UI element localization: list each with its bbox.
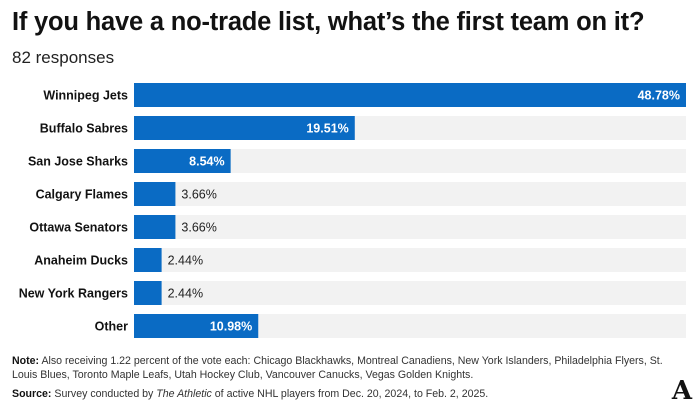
source-publication: The Athletic [156, 388, 212, 400]
chart-source: Source: Survey conducted by The Athletic… [12, 387, 652, 401]
note-text: Also receiving 1.22 percent of the vote … [12, 355, 663, 381]
source-label: Source: [12, 388, 52, 400]
bar [134, 182, 176, 206]
bar-row: Calgary Flames 3.66% [36, 182, 686, 206]
bar-row: Ottawa Senators 3.66% [29, 215, 686, 239]
category-label: San Jose Sharks [28, 155, 128, 169]
bar [134, 83, 686, 107]
note-label: Note: [12, 355, 40, 367]
value-label: 10.98% [210, 320, 252, 334]
bar-row: New York Rangers 2.44% [19, 281, 686, 305]
value-label: 2.44% [168, 287, 203, 301]
chart-subtitle: 82 responses [12, 48, 115, 67]
bar [134, 149, 231, 173]
bar-track [134, 248, 686, 272]
value-label: 19.51% [306, 122, 348, 136]
category-label: Calgary Flames [36, 188, 128, 202]
value-label: 8.54% [189, 155, 224, 169]
source-text-after: of active NHL players from Dec. 20, 2024… [211, 388, 489, 400]
chart-title: If you have a no-trade list, what’s the … [12, 8, 645, 36]
bar-row: Winnipeg Jets 48.78% [43, 83, 686, 107]
source-text-before: Survey conducted by [54, 388, 157, 400]
bar-chart: Winnipeg Jets 48.78% Buffalo Sabres 19.51% S… [19, 83, 686, 338]
category-label: Ottawa Senators [29, 221, 128, 235]
bar-track [134, 182, 686, 206]
bar-track [134, 215, 686, 239]
bar [134, 116, 355, 140]
category-label: Other [95, 320, 128, 334]
bar-track [134, 281, 686, 305]
bar [134, 281, 162, 305]
athletic-logo: A [671, 376, 692, 406]
value-label: 3.66% [181, 188, 216, 202]
category-label: Buffalo Sabres [40, 122, 128, 136]
bar-row: San Jose Sharks 8.54% [28, 149, 686, 173]
value-label: 3.66% [181, 221, 216, 235]
category-label: Anaheim Ducks [34, 254, 128, 268]
bar-row: Other 10.98% [95, 314, 686, 338]
bar [134, 314, 259, 338]
value-label: 2.44% [168, 254, 203, 268]
bar [134, 215, 176, 239]
category-label: New York Rangers [19, 287, 128, 301]
category-label: Winnipeg Jets [43, 89, 128, 103]
bar-row: Anaheim Ducks 2.44% [34, 248, 686, 272]
value-label: 48.78% [638, 89, 680, 103]
bar [134, 248, 162, 272]
chart-note: Note: Also receiving 1.22 percent of the… [12, 354, 676, 382]
bar-row: Buffalo Sabres 19.51% [40, 116, 686, 140]
